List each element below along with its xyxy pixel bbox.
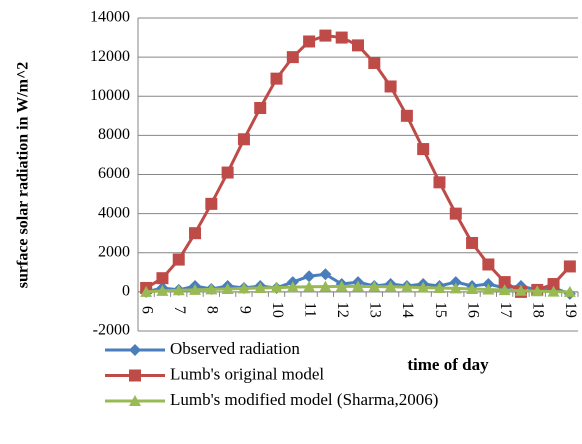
marker xyxy=(368,56,381,69)
marker xyxy=(221,282,234,294)
marker xyxy=(172,253,185,266)
y-tick-label: 4000 xyxy=(98,204,130,221)
y-tick-label: 0 xyxy=(122,283,130,300)
x-tick-label: 15 xyxy=(432,302,449,318)
marker xyxy=(482,283,495,295)
marker xyxy=(352,39,364,52)
x-tick-label: 6 xyxy=(138,306,155,314)
x-tick-label: 11 xyxy=(301,302,318,317)
marker xyxy=(563,260,576,273)
marker xyxy=(498,276,511,289)
marker xyxy=(303,270,316,283)
marker xyxy=(547,285,560,297)
y-tick-label: 10000 xyxy=(90,87,130,104)
x-tick-label: 17 xyxy=(497,302,514,318)
marker xyxy=(531,285,544,297)
marker xyxy=(303,280,316,292)
y-axis-title: surface solar radiation in W/m^2 xyxy=(15,62,32,288)
marker xyxy=(400,109,413,122)
marker xyxy=(205,283,218,295)
x-axis-title: time of day xyxy=(407,355,489,374)
marker xyxy=(417,281,430,293)
marker xyxy=(221,166,234,179)
marker xyxy=(384,280,397,292)
marker xyxy=(129,344,141,356)
marker xyxy=(237,133,250,146)
x-tick-label: 18 xyxy=(530,302,547,318)
marker xyxy=(335,31,348,44)
marker xyxy=(547,278,560,291)
x-tick-label: 7 xyxy=(171,306,188,314)
marker xyxy=(286,281,299,293)
marker xyxy=(449,276,462,289)
marker xyxy=(254,101,267,114)
marker xyxy=(156,284,169,296)
x-tick-label: 13 xyxy=(367,302,384,318)
marker xyxy=(129,369,141,382)
marker xyxy=(498,284,511,296)
marker xyxy=(352,280,364,292)
y-tick-label: 2000 xyxy=(98,243,130,260)
marker xyxy=(466,282,479,294)
y-tick-label: 6000 xyxy=(98,165,130,182)
marker xyxy=(433,176,446,189)
x-tick-label: 14 xyxy=(399,302,416,318)
y-tick-label: 8000 xyxy=(98,126,130,143)
marker xyxy=(319,268,332,281)
marker xyxy=(140,285,153,297)
marker xyxy=(563,285,576,297)
y-tick-label: 12000 xyxy=(90,48,130,65)
series-line xyxy=(145,34,571,294)
y-tick-label: 14000 xyxy=(90,9,130,26)
marker xyxy=(189,283,202,295)
x-tick-label: 12 xyxy=(334,302,351,318)
legend-label: Lumb's original model xyxy=(170,364,324,383)
legend-label: Lumb's modified model (Sharma,2006) xyxy=(170,390,438,409)
marker xyxy=(482,258,495,271)
marker xyxy=(270,281,283,293)
marker xyxy=(466,236,479,249)
marker xyxy=(368,280,381,292)
marker xyxy=(319,29,332,42)
x-tick-label: 19 xyxy=(562,302,579,318)
marker xyxy=(205,197,218,210)
marker xyxy=(449,207,462,220)
x-tick-label: 8 xyxy=(204,306,221,314)
marker xyxy=(286,51,299,64)
marker xyxy=(237,282,250,294)
marker xyxy=(172,284,185,296)
legend-label: Observed radiation xyxy=(170,339,300,358)
marker xyxy=(270,72,283,85)
marker xyxy=(433,281,446,293)
marker xyxy=(156,272,169,285)
x-tick-label: 10 xyxy=(269,302,286,318)
marker xyxy=(303,35,316,48)
x-tick-label: 9 xyxy=(236,306,253,314)
marker xyxy=(335,280,348,292)
marker xyxy=(384,80,397,93)
marker xyxy=(319,280,332,292)
marker xyxy=(449,282,462,294)
marker xyxy=(254,281,267,293)
marker xyxy=(417,143,430,156)
marker xyxy=(400,281,413,293)
marker xyxy=(514,284,527,296)
marker xyxy=(129,395,141,406)
marker xyxy=(189,227,202,240)
x-tick-label: 16 xyxy=(464,302,481,318)
y-tick-label: -2000 xyxy=(93,322,130,339)
